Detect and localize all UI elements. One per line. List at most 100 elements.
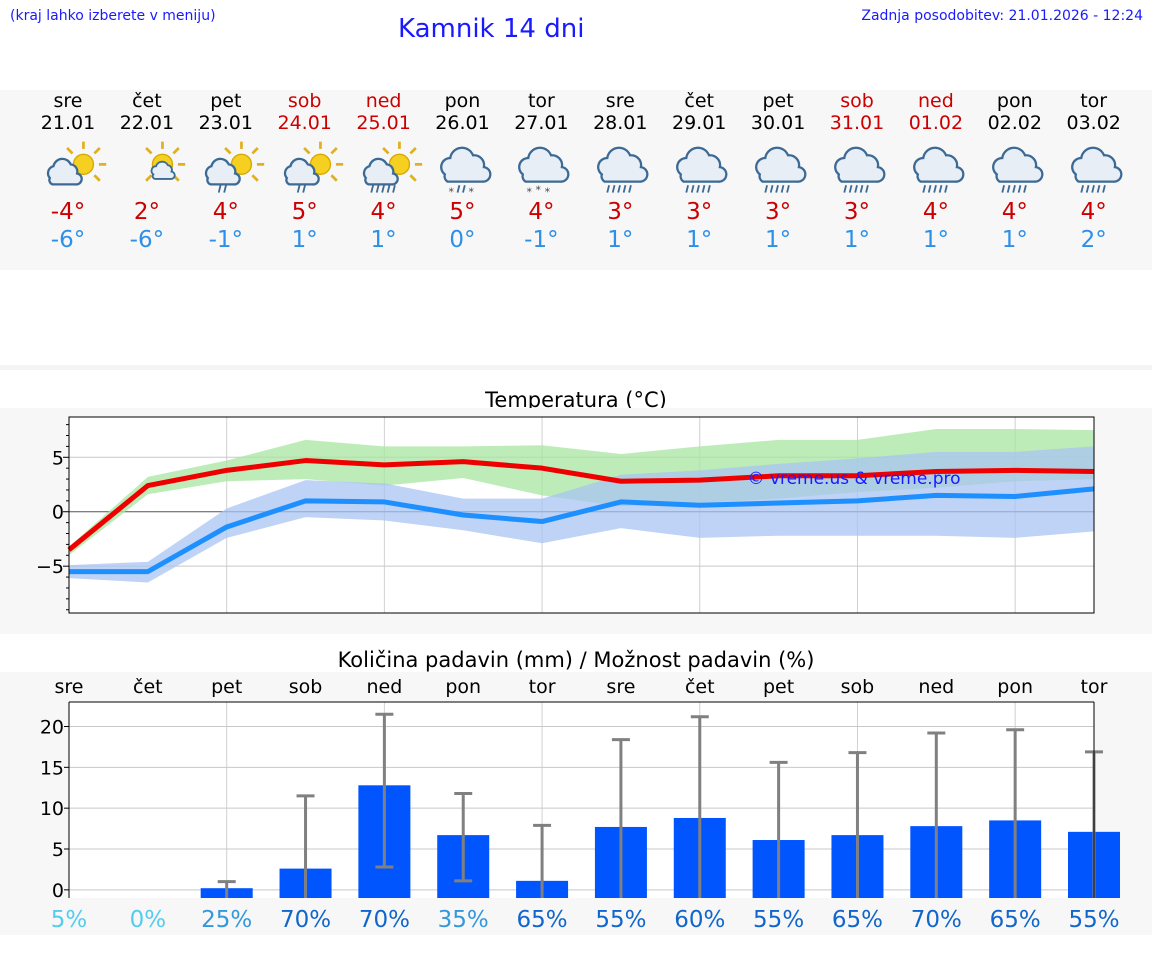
cloud-sleet-icon: * * [423, 138, 503, 198]
day-name: čet [132, 90, 162, 112]
day-name: sob [840, 90, 874, 112]
separator [0, 365, 1152, 370]
min-temp: -6° [129, 227, 165, 253]
day-name: pon [444, 90, 481, 112]
day-name: pet [762, 90, 794, 112]
min-temp: 1° [922, 227, 949, 253]
max-temp: 4° [922, 199, 949, 225]
sun-small-cloud-icon [107, 138, 187, 198]
day-date: 24.01 [277, 112, 332, 134]
min-temp: 2° [1080, 227, 1107, 253]
day-name: sre [605, 90, 635, 112]
max-temp: 3° [686, 199, 713, 225]
precip-probability: 55% [753, 907, 804, 933]
day-column: ned 25.01 4° 1° [344, 90, 424, 254]
sun-cloud-rain-icon [186, 138, 266, 198]
precip-probability: 0% [130, 907, 167, 933]
day-name: tor [1080, 90, 1108, 112]
temp-band-min [69, 446, 1094, 583]
day-column: čet 29.01 3° 1° [659, 90, 739, 254]
precip-probability: 65% [832, 907, 883, 933]
max-temp: 4° [1080, 199, 1107, 225]
precip-probability: 55% [595, 907, 646, 933]
max-temp: 4° [528, 199, 555, 225]
temp-point-max [147, 485, 149, 487]
day-name: ned [917, 90, 954, 112]
max-temp: 4° [212, 199, 239, 225]
precip-day-label: ned [918, 676, 954, 698]
svg-text:*: * [527, 185, 533, 198]
sun-cloud-rain-icon [265, 138, 345, 198]
max-temp: 5° [291, 199, 318, 225]
min-temp: 1° [686, 227, 713, 253]
precip-probability: 60% [674, 907, 725, 933]
day-date: 21.01 [40, 112, 96, 134]
temp-point-max [620, 480, 622, 482]
day-column: pet 30.01 3° 1° [738, 90, 818, 254]
temp-point-min [620, 501, 622, 503]
min-temp: 1° [291, 227, 318, 253]
day-column: ned 01.02 4° 1° [896, 90, 976, 254]
day-name: tor [527, 90, 555, 112]
cloud-rain-icon [659, 138, 739, 198]
day-column: pet 23.01 4° -1° [186, 90, 266, 254]
temp-plot-frame [68, 416, 1095, 614]
day-date: 27.01 [514, 112, 569, 134]
precip-ytick-label: 5 [52, 839, 64, 861]
min-temp: 1° [843, 227, 871, 253]
precip-day-label: čet [133, 676, 163, 698]
min-temp: -1° [524, 227, 559, 253]
precipitation-chart: 0 5 10 15 20 sre čet pet sob ned pon tor sre čet pet so… [0, 672, 1152, 935]
sun-cloud-icon [28, 138, 108, 198]
temp-point-max [226, 469, 228, 471]
precip-day-label: ned [366, 676, 402, 698]
day-date: 29.01 [671, 112, 727, 134]
precip-day-label: pon [997, 676, 1033, 698]
min-temp: -6° [50, 227, 86, 253]
day-date: 03.02 [1066, 112, 1121, 134]
temp-ytick-label: −5 [36, 556, 64, 578]
temp-line-min [69, 486, 1095, 575]
min-temp: 1° [607, 227, 634, 253]
temp-ytick-label: 0 [52, 502, 64, 524]
precip-probability: 70% [359, 907, 410, 933]
day-date: 28.01 [593, 112, 648, 134]
cloud-rain-icon [817, 138, 897, 198]
precip-day-label: tor [529, 676, 556, 698]
max-temp: 3° [843, 199, 871, 225]
precip-probability: 55% [1068, 907, 1119, 933]
day-column: pon 26.01 * * 5° 0° [423, 90, 503, 254]
temp-point-min [305, 500, 307, 502]
day-column: sob 31.01 3° 1° [817, 90, 897, 254]
precip-probability: 65% [517, 907, 568, 933]
day-column: sre 28.01 3° 1° [580, 90, 660, 254]
precip-chart-title: Količina padavin (mm) / Možnost padavin … [337, 648, 815, 672]
temp-ytick-label: 5 [52, 447, 64, 469]
precip-ytick-label: 20 [40, 717, 64, 739]
svg-text:*: * [468, 185, 474, 198]
precip-day-label: tor [1081, 676, 1108, 698]
precip-day-label: čet [685, 676, 715, 698]
temp-point-min [383, 501, 385, 503]
precip-day-label: sob [289, 676, 323, 698]
page-title: Kamnik 14 dni [398, 14, 585, 44]
min-temp: 1° [765, 227, 792, 253]
cloud-rain-icon [896, 138, 976, 198]
day-name: ned [365, 90, 402, 112]
temp-point-min [226, 526, 228, 528]
temp-point-max [1014, 469, 1016, 471]
min-temp: -1° [208, 227, 244, 253]
temp-point-min [856, 500, 858, 502]
day-column: tor 03.02 4° 2° [1054, 90, 1134, 254]
day-column: pon 02.02 4° 1° [975, 90, 1055, 254]
temp-point-min [1014, 495, 1016, 497]
temperature-chart: −5 0 5 © vreme.us & vreme.pro [0, 408, 1152, 634]
temp-point-min [541, 521, 543, 523]
precip-day-label: pon [445, 676, 481, 698]
header-hint: (kraj lahko izberete v meniju) [10, 8, 216, 24]
day-name: pon [996, 90, 1033, 112]
watermark: © vreme.us & vreme.pro [747, 469, 960, 489]
max-temp: -4° [50, 199, 86, 225]
min-temp: 1° [370, 227, 397, 253]
precip-day-label: pet [763, 676, 794, 698]
